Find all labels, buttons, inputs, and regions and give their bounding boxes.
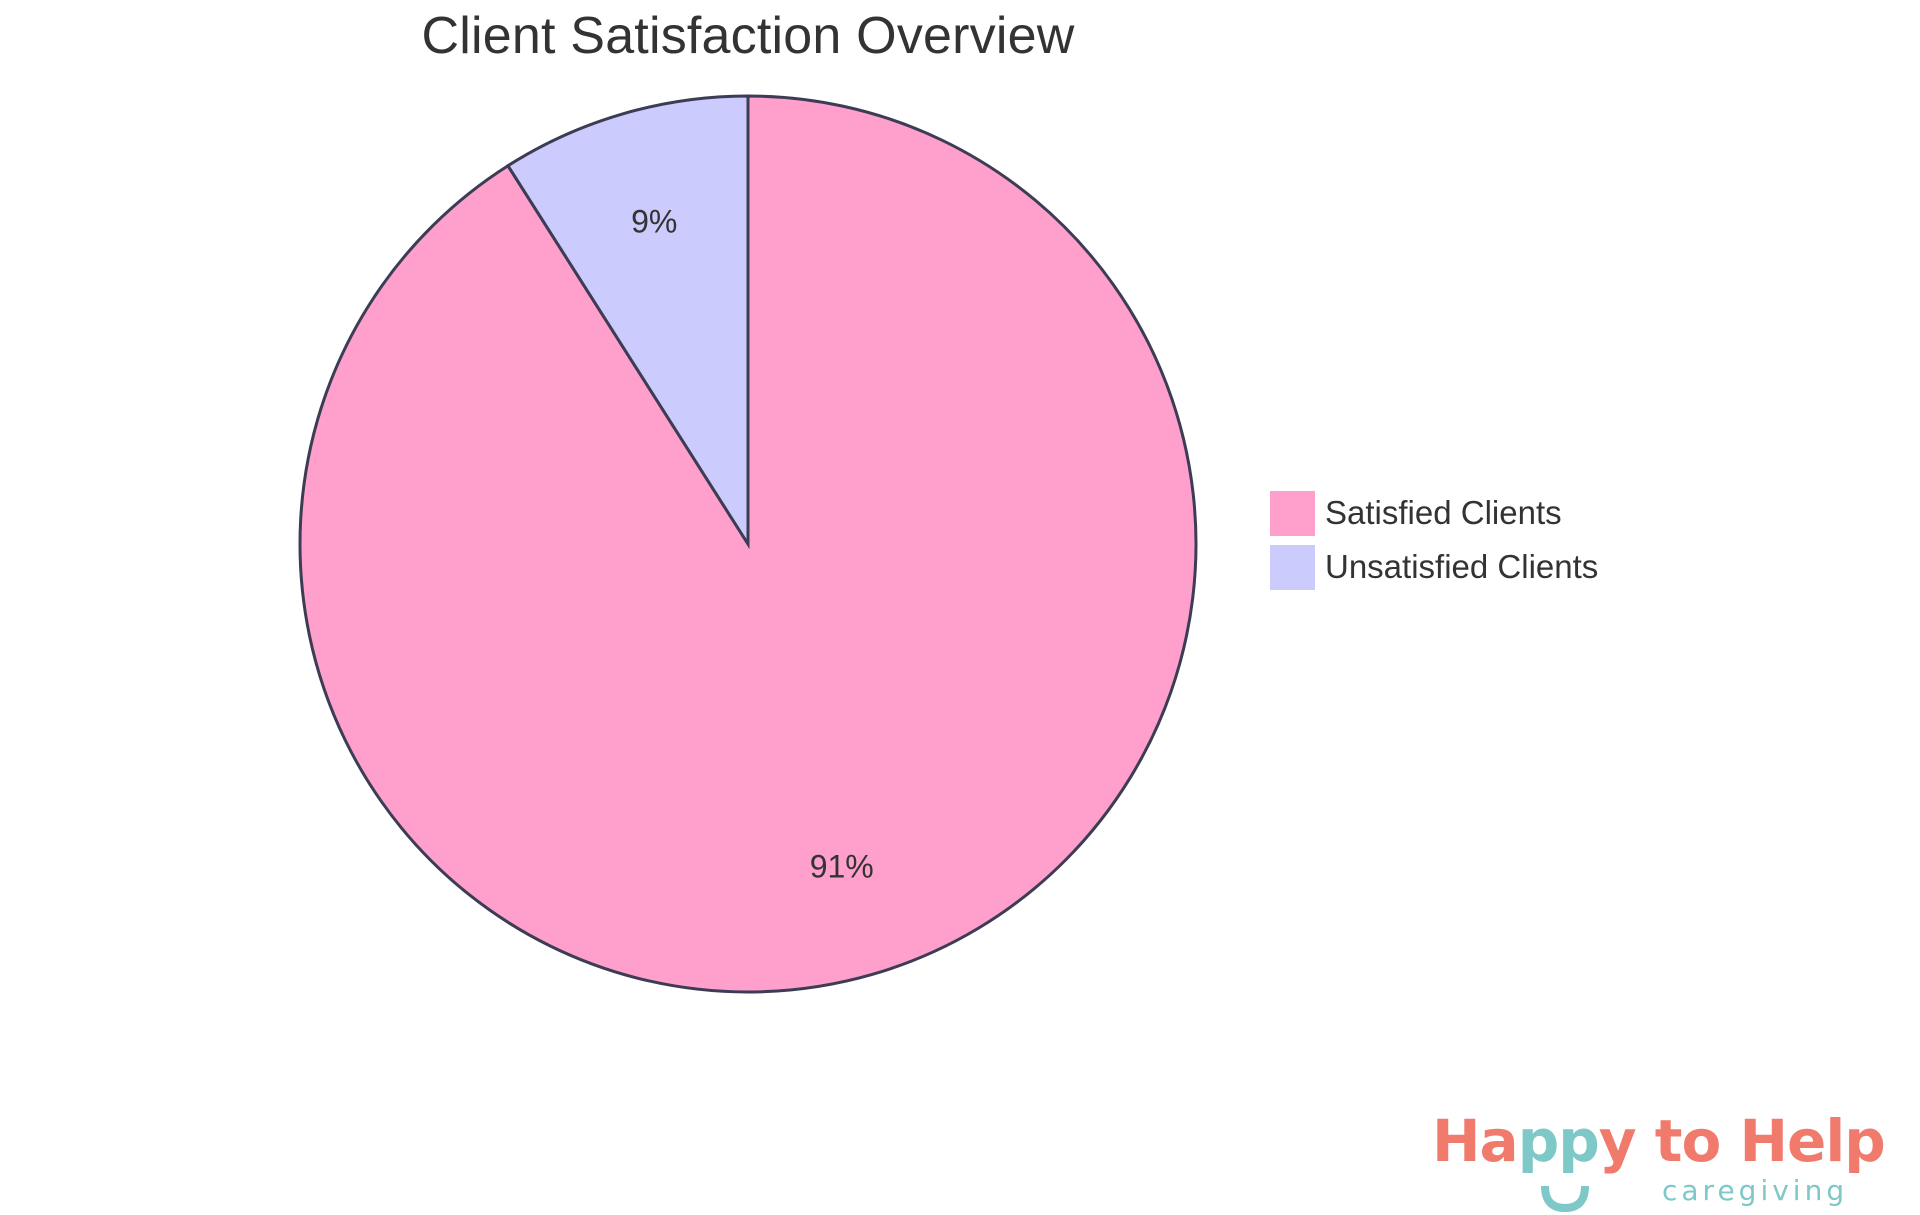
legend-swatch-satisfied (1270, 490, 1315, 536)
logo-subtitle: caregiving (1662, 1174, 1849, 1207)
chart-title: Client Satisfaction Overview (421, 7, 1075, 65)
legend: Satisfied Clients Unsatisfied Clients (1270, 490, 1598, 598)
legend-label-satisfied: Satisfied Clients (1325, 494, 1562, 531)
legend-item-unsatisfied[interactable]: Unsatisfied Clients (1270, 544, 1598, 590)
smile-icon (1541, 1185, 1589, 1212)
legend-label-unsatisfied: Unsatisfied Clients (1325, 548, 1599, 585)
pie-slice-unsatisfied[interactable] (505, 94, 750, 550)
slice-label-satisfied: 91% (810, 849, 874, 885)
logo-wordmark: Happy to Help (1432, 1107, 1886, 1175)
legend-swatch-unsatisfied (1270, 544, 1315, 590)
legend-item-satisfied[interactable]: Satisfied Clients (1270, 490, 1598, 536)
brand-logo: Happy to Help caregiving (1432, 1112, 1912, 1212)
slice-label-unsatisfied: 9% (631, 203, 677, 239)
